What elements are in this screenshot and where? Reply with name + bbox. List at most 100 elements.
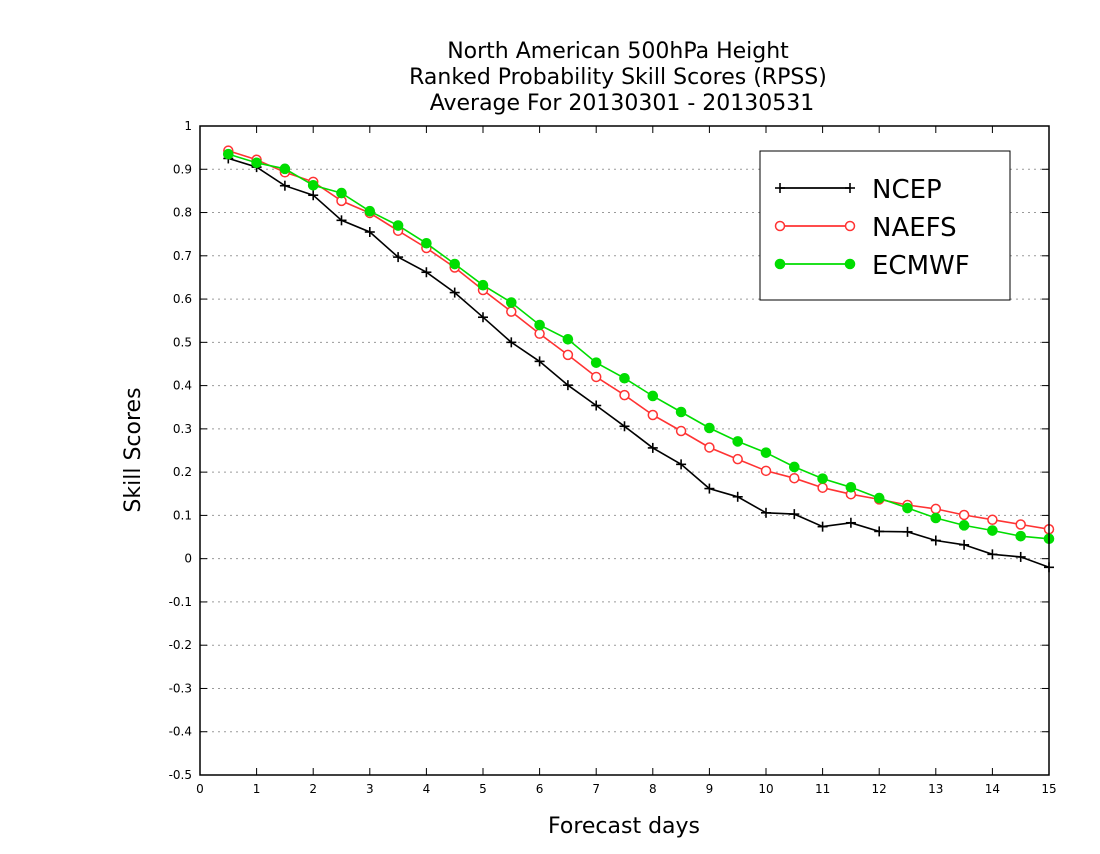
data-point-naefs xyxy=(987,514,998,525)
data-point-ncep xyxy=(534,356,545,367)
data-point-ecmwf xyxy=(392,220,404,231)
data-point-ecmwf xyxy=(364,205,376,217)
chart-title-line-3: Average For 20130301 - 20130531 xyxy=(430,91,815,116)
y-tick-label: 0.7 xyxy=(173,249,192,263)
data-point-ncep xyxy=(789,509,800,520)
data-point-ecmwf xyxy=(760,447,772,458)
x-tick-label: 8 xyxy=(649,782,657,796)
data-point-ncep xyxy=(817,521,828,532)
y-tick-label: 0.1 xyxy=(173,508,192,522)
chart-title: North American 500hPa Height Ranked Prob… xyxy=(409,39,827,116)
legend-label-ncep: NCEP xyxy=(872,175,942,205)
x-tick-label: 4 xyxy=(423,782,431,796)
y-tick-label: 0.4 xyxy=(173,379,192,393)
y-tick-label: 1 xyxy=(184,119,192,133)
data-point-ecmwf xyxy=(562,334,574,345)
y-tick-label: -0.5 xyxy=(169,768,192,782)
data-point-ecmwf xyxy=(732,436,744,447)
x-tick-label: 2 xyxy=(309,782,317,796)
y-tick-label: -0.4 xyxy=(169,725,192,739)
data-point-ncep xyxy=(902,526,913,537)
data-point-naefs xyxy=(789,472,800,484)
data-point-naefs xyxy=(817,482,828,493)
data-point-ncep xyxy=(364,227,375,238)
data-point-ncep xyxy=(478,312,488,323)
legend-item-naefs: NAEFS xyxy=(774,213,957,243)
data-point-ecmwf xyxy=(873,492,885,504)
data-point-naefs xyxy=(590,371,602,383)
legend-marker-naefs xyxy=(844,220,856,232)
y-tick-label: -0.1 xyxy=(169,595,192,609)
data-point-ecmwf xyxy=(251,157,262,169)
data-point-ecmwf xyxy=(506,297,517,308)
legend-marker-ecmwf xyxy=(774,258,786,270)
data-point-ncep xyxy=(761,507,771,518)
axis-ticks: -0.5 -0.4 -0.3 -0.2 -0.1 0 0.1 0.2 0.3 0.4 0.5 0.6 0… xyxy=(169,119,1057,796)
x-tick-label: 1 xyxy=(253,782,261,796)
data-point-ncep xyxy=(449,287,460,298)
data-point-naefs xyxy=(534,328,545,339)
data-point-ecmwf xyxy=(987,525,998,536)
data-point-ecmwf xyxy=(789,461,800,473)
data-point-ecmwf xyxy=(619,372,630,384)
x-tick-label: 9 xyxy=(706,782,714,796)
data-point-ncep xyxy=(336,215,347,226)
data-point-ncep xyxy=(732,491,743,502)
legend: NCEP NAEFS ECMWF xyxy=(759,150,1011,301)
x-tick-label: 10 xyxy=(758,782,773,796)
series-ncep xyxy=(223,153,1054,573)
data-point-ncep xyxy=(562,380,573,391)
data-point-ecmwf xyxy=(1015,530,1027,542)
legend-item-ncep: NCEP xyxy=(775,175,942,205)
data-point-ecmwf xyxy=(845,481,857,493)
y-tick-label: 0.2 xyxy=(173,465,192,479)
data-point-ncep xyxy=(591,400,602,411)
data-point-ecmwf xyxy=(534,319,545,331)
data-point-ncep xyxy=(506,337,517,348)
data-point-ncep xyxy=(704,483,715,494)
legend-marker-ncep xyxy=(845,183,855,193)
y-tick-label: 0 xyxy=(184,552,192,566)
y-tick-label: 0.8 xyxy=(173,206,192,220)
data-point-ecmwf xyxy=(477,279,489,291)
y-axis-title: Skill Scores xyxy=(121,387,146,512)
y-tick-label: 0.3 xyxy=(173,422,192,436)
x-tick-label: 5 xyxy=(479,782,487,796)
legend-label-ecmwf: ECMWF xyxy=(872,251,970,281)
legend-item-ecmwf: ECMWF xyxy=(774,251,970,281)
data-point-naefs xyxy=(760,465,772,477)
x-tick-label: 6 xyxy=(536,782,544,796)
data-point-ncep xyxy=(987,549,998,560)
data-point-naefs xyxy=(930,503,942,515)
data-point-ncep xyxy=(308,190,319,201)
y-tick-label: -0.3 xyxy=(169,681,192,695)
data-point-ecmwf xyxy=(336,187,347,199)
data-point-naefs xyxy=(1015,519,1026,530)
data-point-naefs xyxy=(732,453,743,465)
y-tick-label: 0.9 xyxy=(173,162,192,176)
data-point-ecmwf xyxy=(449,258,461,270)
chart-title-line-2: Ranked Probability Skill Scores (RPSS) xyxy=(409,65,827,90)
data-point-ecmwf xyxy=(704,422,715,434)
data-point-ecmwf xyxy=(958,520,970,531)
data-point-ncep xyxy=(279,180,290,191)
data-point-naefs xyxy=(675,425,687,437)
x-tick-label: 0 xyxy=(196,782,204,796)
data-point-naefs xyxy=(704,442,715,453)
data-point-naefs xyxy=(506,306,517,317)
data-point-naefs xyxy=(562,349,574,361)
x-tick-label: 11 xyxy=(815,782,830,796)
data-point-ecmwf xyxy=(647,390,659,402)
legend-label-naefs: NAEFS xyxy=(872,213,957,243)
legend-marker-naefs xyxy=(774,220,786,232)
y-tick-label: 0.6 xyxy=(173,292,192,306)
x-axis-title: Forecast days xyxy=(548,814,700,839)
data-point-ecmwf xyxy=(930,512,942,524)
data-point-ncep xyxy=(619,421,630,432)
legend-marker-ncep xyxy=(775,183,785,193)
data-point-ecmwf xyxy=(590,357,602,368)
series-ecmwf xyxy=(223,148,1055,545)
data-point-naefs xyxy=(647,409,659,421)
